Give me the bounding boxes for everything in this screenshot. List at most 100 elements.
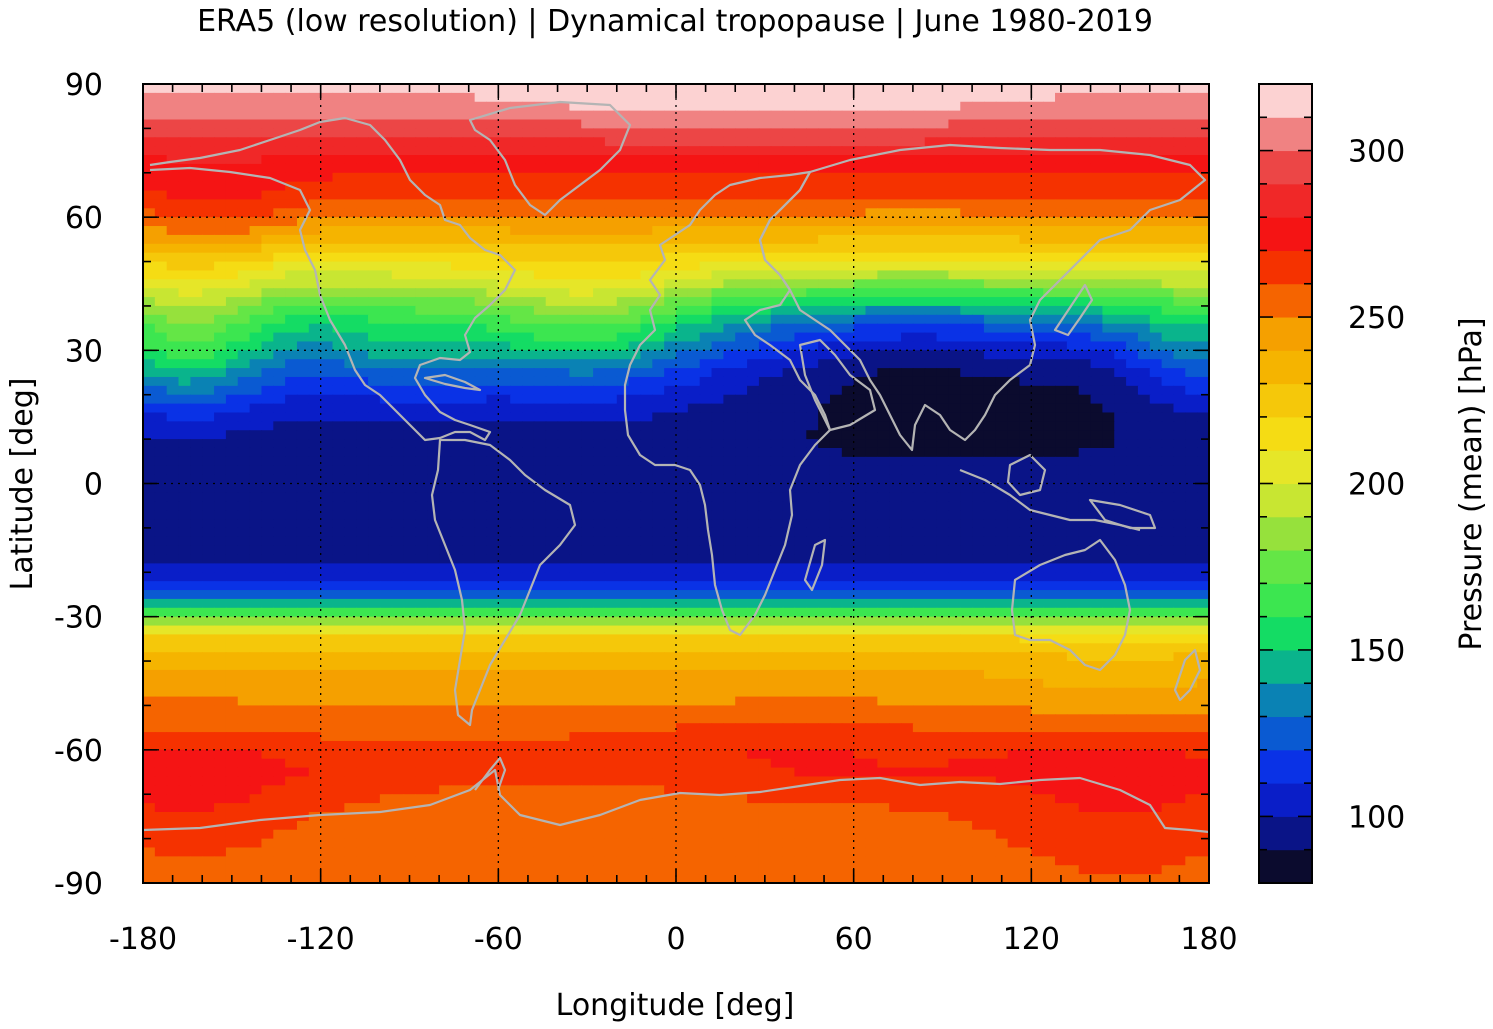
field-cell	[368, 323, 381, 334]
field-cell	[936, 181, 950, 192]
field-cell	[1185, 208, 1198, 218]
field-cell	[308, 128, 322, 138]
field-cell	[936, 545, 950, 556]
field-cell	[202, 332, 215, 343]
field-cell	[474, 483, 488, 493]
field-cell	[356, 128, 369, 138]
field-cell	[616, 199, 630, 209]
field-cell	[1137, 288, 1151, 298]
field-cell	[581, 430, 594, 440]
field-cell	[901, 270, 914, 280]
field-cell	[533, 376, 547, 387]
field-cell	[1066, 412, 1080, 422]
field-cell	[474, 234, 488, 245]
field-cell	[687, 155, 701, 165]
field-cell	[1007, 190, 1021, 201]
field-cell	[379, 368, 393, 378]
field-cell	[1055, 101, 1068, 112]
field-cell	[510, 439, 523, 449]
field-cell	[308, 341, 322, 351]
field-cell	[285, 252, 298, 263]
field-cell	[1031, 172, 1044, 183]
field-cell	[723, 137, 736, 147]
field-cell	[1055, 208, 1068, 218]
field-cell	[628, 146, 642, 156]
field-cell	[676, 483, 689, 493]
field-cell	[1007, 92, 1021, 103]
field-cell	[166, 314, 180, 325]
field-cell	[1031, 359, 1044, 369]
field-cell	[225, 572, 239, 582]
field-cell	[841, 474, 855, 485]
field-cell	[829, 447, 843, 458]
field-cell	[320, 137, 334, 147]
field-cell	[308, 243, 322, 254]
field-cell	[296, 128, 310, 138]
field-cell	[498, 439, 511, 449]
field-cell	[522, 474, 535, 485]
field-cell	[758, 456, 772, 467]
field-cell	[924, 279, 938, 289]
field-cell	[1161, 101, 1175, 112]
field-cell	[1173, 279, 1186, 289]
field-cell	[912, 394, 926, 405]
field-cell	[758, 519, 772, 529]
field-cell	[912, 519, 926, 529]
field-cell	[1137, 243, 1151, 254]
field-cell	[569, 527, 582, 538]
field-cell	[912, 403, 926, 414]
field-cell	[616, 279, 630, 289]
field-cell	[190, 510, 203, 520]
field-cell	[711, 234, 724, 245]
field-cell	[747, 208, 760, 218]
field-cell	[640, 243, 653, 254]
field-cell	[273, 536, 286, 547]
field-cell	[190, 199, 203, 209]
field-cell	[877, 474, 890, 485]
field-cell	[711, 350, 724, 360]
field-cell	[687, 554, 701, 564]
field-cell	[237, 270, 251, 280]
field-cell	[533, 279, 547, 289]
field-cell	[1197, 545, 1209, 556]
field-cell	[1019, 527, 1032, 538]
field-cell	[569, 163, 582, 174]
field-cell	[1137, 163, 1151, 174]
field-cell	[143, 527, 156, 538]
field-cell	[1185, 323, 1198, 334]
field-cell	[178, 359, 191, 369]
field-cell	[415, 181, 428, 192]
field-cell	[865, 181, 878, 192]
field-cell	[889, 155, 902, 165]
field-cell	[1114, 350, 1127, 360]
field-cell	[699, 305, 713, 316]
field-cell	[237, 261, 251, 272]
field-cell	[664, 234, 677, 245]
field-cell	[936, 288, 950, 298]
field-cell	[202, 430, 215, 440]
field-cell	[1043, 554, 1056, 564]
field-cell	[912, 234, 926, 245]
field-cell	[1102, 163, 1115, 174]
field-cell	[510, 217, 523, 227]
field-cell	[190, 501, 203, 511]
field-cell	[593, 385, 606, 396]
field-cell	[1102, 376, 1115, 387]
field-cell	[225, 492, 239, 502]
field-cell	[877, 501, 890, 511]
field-cell	[877, 394, 890, 405]
field-cell	[877, 243, 890, 254]
field-cell	[960, 519, 973, 529]
field-cell	[569, 279, 582, 289]
field-cell	[1090, 128, 1103, 138]
field-cell	[522, 501, 535, 511]
field-cell	[652, 314, 665, 325]
field-cell	[533, 199, 547, 209]
field-cell	[747, 563, 760, 573]
field-cell	[936, 341, 950, 351]
field-cell	[154, 92, 168, 103]
field-cell	[794, 368, 807, 378]
field-cell	[332, 128, 345, 138]
field-cell	[202, 155, 215, 165]
field-cell	[415, 554, 428, 564]
